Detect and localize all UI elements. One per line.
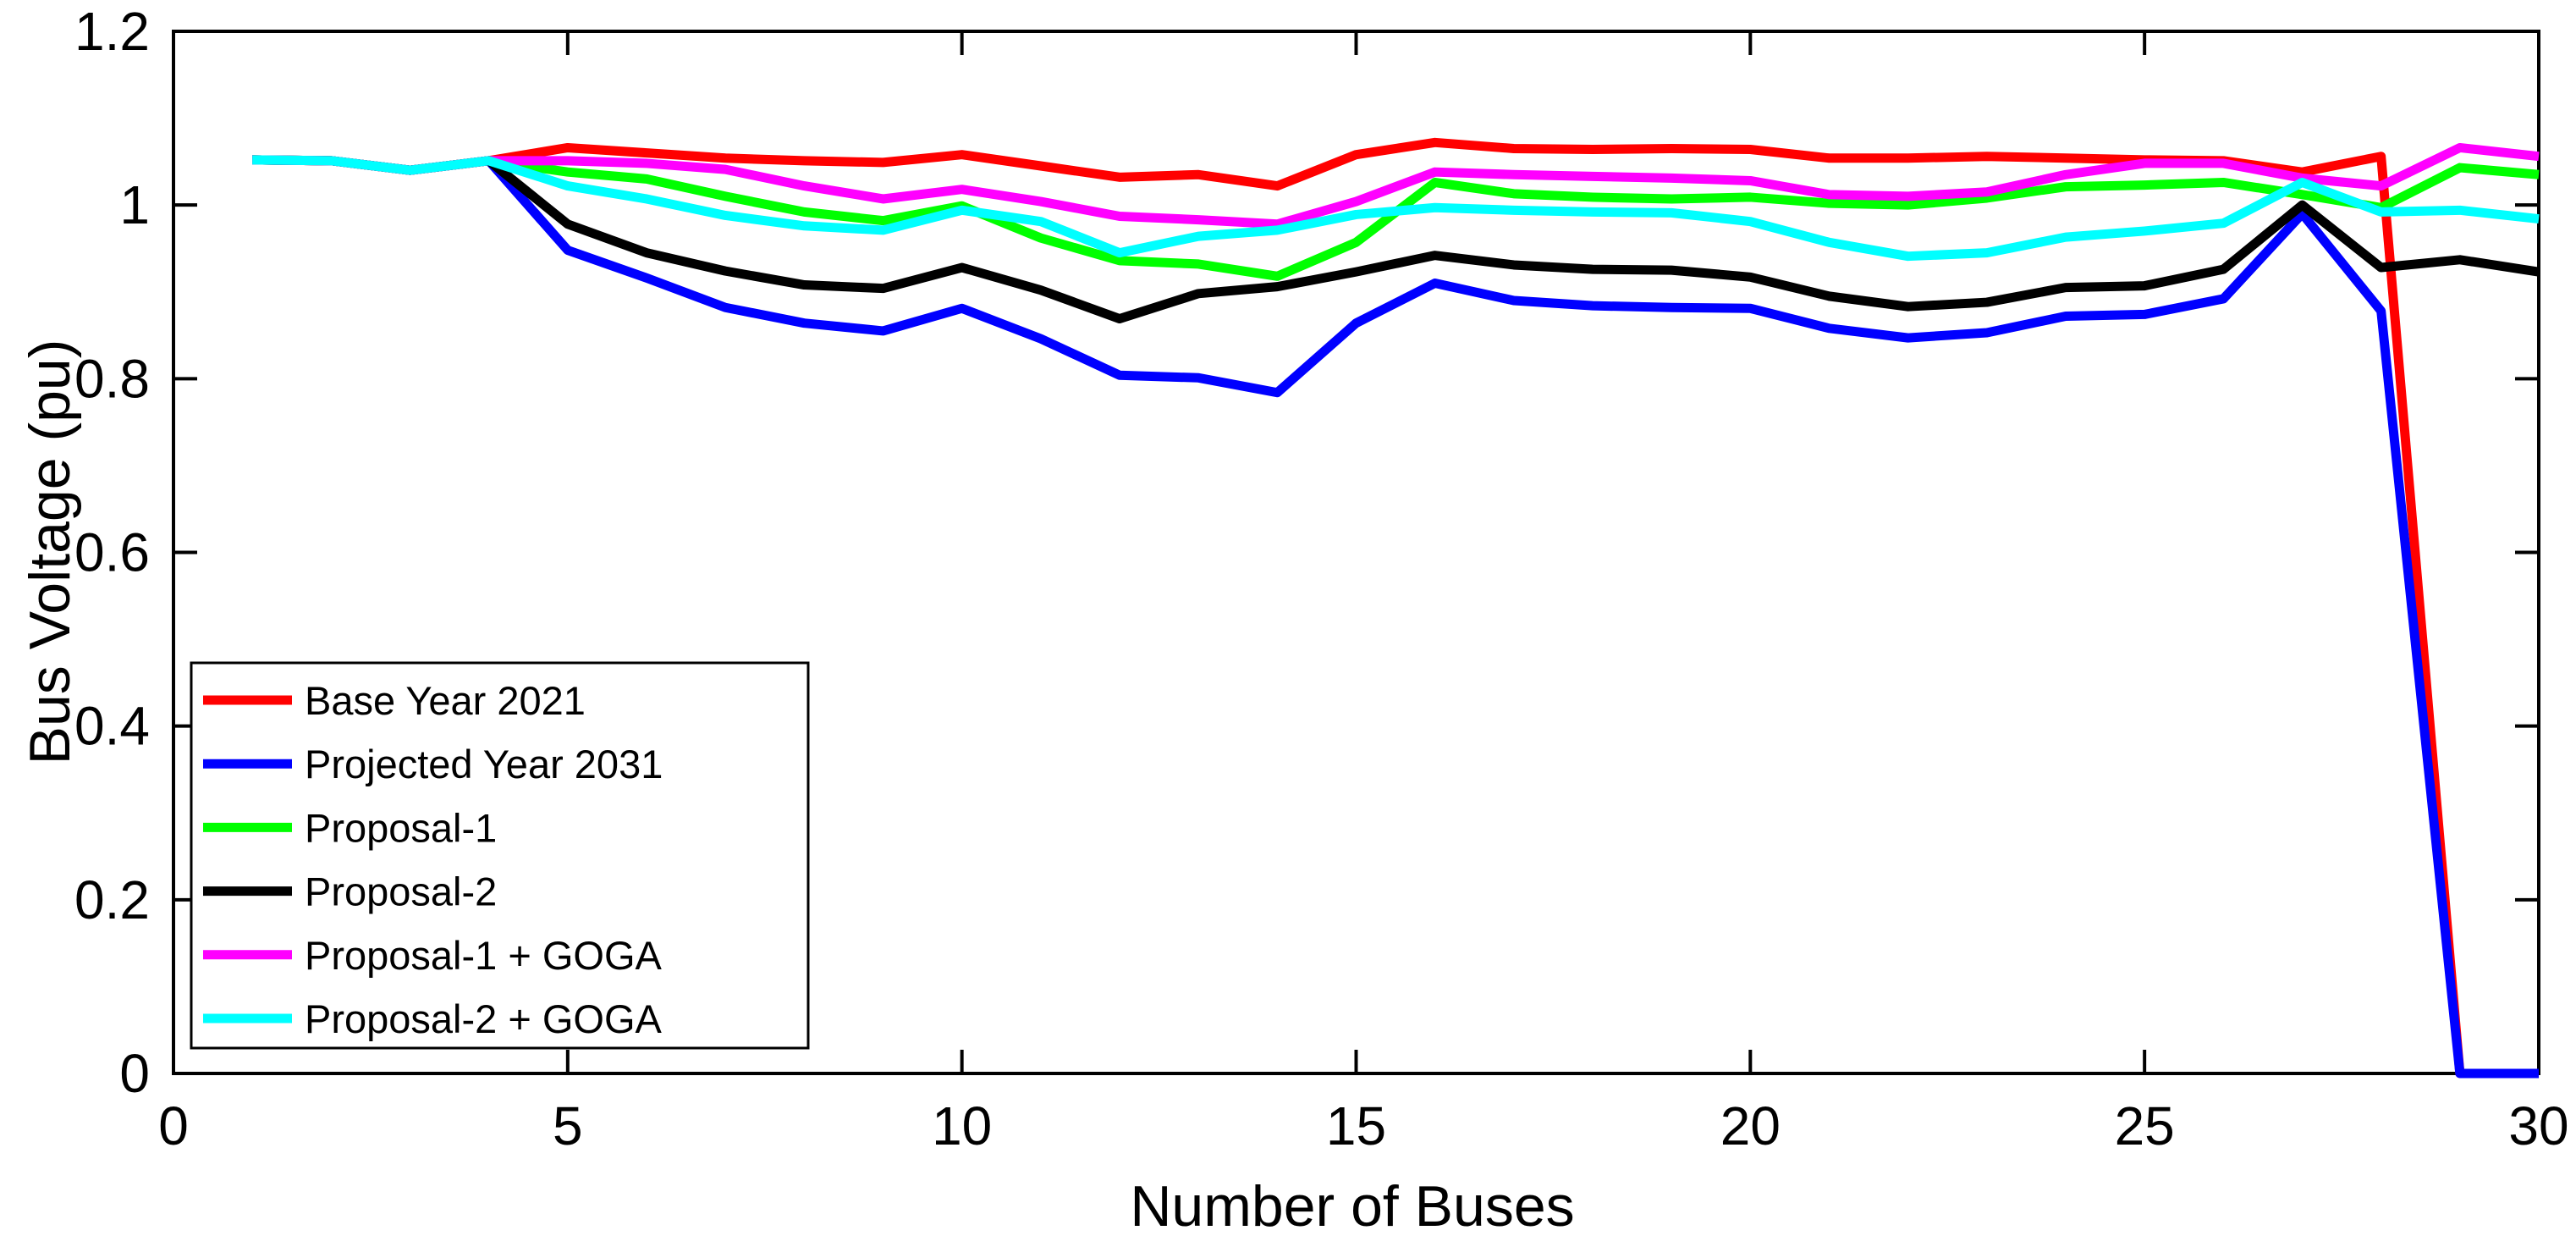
legend-box — [190, 661, 810, 1050]
legend-label-proposal-2-goga: Proposal-2 + GOGA — [305, 996, 663, 1041]
legend-entry-proposal-2-goga: Proposal-2 + GOGA — [203, 996, 663, 1041]
legend-entry-proposal-2: Proposal-2 — [203, 869, 497, 914]
legend: Base Year 2021 Projected Year 2031 Proposa… — [190, 661, 810, 1050]
legend-entry-base-year-2021: Base Year 2021 — [203, 678, 586, 723]
x-tick-label: 0 — [158, 1095, 189, 1156]
legend-entry-proposal-1: Proposal-1 — [203, 805, 497, 850]
legend-label-projected-year-2031: Projected Year 2031 — [305, 742, 663, 786]
legend-label-proposal-1-goga: Proposal-1 + GOGA — [305, 933, 663, 978]
y-tick-label: 1 — [119, 174, 150, 235]
y-axis-label: Bus Voltage (pu) — [18, 339, 82, 765]
series-line-proposal-2 — [252, 155, 2540, 324]
x-tick-label: 10 — [932, 1095, 992, 1156]
legend-label-proposal-2: Proposal-2 — [305, 869, 497, 914]
legend-entry-proposal-1-goga: Proposal-1 + GOGA — [203, 933, 663, 978]
plot-area: 0 5 10 15 20 25 30 0 0.2 0.4 0.6 0.8 1 1.2 Base Year 2… — [74, 1, 2569, 1156]
y-tick-label: 0.6 — [74, 522, 150, 583]
y-tick-label: 0.8 — [74, 348, 150, 409]
series-line-projected-year-2031 — [252, 155, 2539, 1079]
series-line-proposal-1-goga — [252, 142, 2540, 229]
legend-label-base-year-2021: Base Year 2021 — [305, 678, 586, 723]
x-tick-label: 15 — [1326, 1095, 1386, 1156]
series-line-proposal-2-goga — [252, 155, 2540, 262]
x-tick-label: 25 — [2115, 1095, 2175, 1156]
x-tick-label: 30 — [2508, 1095, 2568, 1156]
legend-label-proposal-1: Proposal-1 — [305, 805, 497, 850]
y-tick-label: 0.4 — [74, 696, 150, 757]
y-tick-label: 0.2 — [74, 869, 150, 930]
x-tick-label: 20 — [1720, 1095, 1781, 1156]
y-tick-label: 0 — [119, 1043, 150, 1104]
y-tick-label: 1.2 — [74, 1, 150, 62]
x-axis-label: Number of Buses — [1130, 1174, 1574, 1239]
legend-entry-projected-year-2031: Projected Year 2031 — [203, 742, 663, 786]
x-tick-label: 5 — [553, 1095, 583, 1156]
